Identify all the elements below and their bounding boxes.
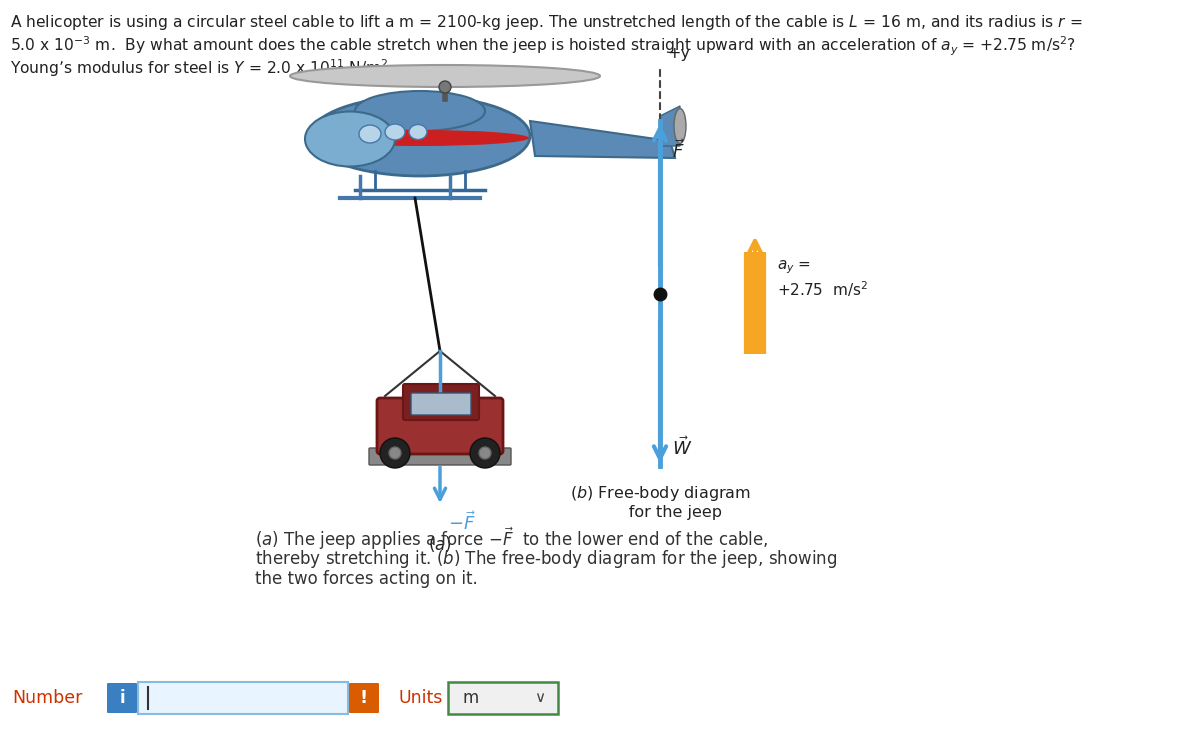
Circle shape bbox=[439, 81, 451, 93]
Text: $(b)$ Free-body diagram
      for the jeep: $(b)$ Free-body diagram for the jeep bbox=[570, 484, 750, 520]
Circle shape bbox=[389, 447, 401, 459]
FancyBboxPatch shape bbox=[349, 683, 379, 713]
Circle shape bbox=[480, 447, 491, 459]
FancyBboxPatch shape bbox=[447, 682, 558, 714]
Text: m: m bbox=[462, 689, 478, 707]
Text: $-\vec{F}$: $-\vec{F}$ bbox=[447, 511, 476, 534]
Ellipse shape bbox=[410, 125, 427, 140]
Text: Units: Units bbox=[398, 689, 443, 707]
Ellipse shape bbox=[305, 111, 395, 167]
Text: +y: +y bbox=[667, 46, 690, 61]
FancyBboxPatch shape bbox=[411, 393, 471, 415]
Text: !: ! bbox=[360, 689, 368, 707]
Ellipse shape bbox=[311, 130, 529, 146]
Text: $\vec{W}$: $\vec{W}$ bbox=[672, 436, 692, 460]
Ellipse shape bbox=[355, 91, 485, 131]
Text: $a_y$ =
+2.75  m/s$^2$: $a_y$ = +2.75 m/s$^2$ bbox=[777, 258, 868, 299]
Ellipse shape bbox=[310, 96, 531, 176]
Text: $(a)$: $(a)$ bbox=[429, 534, 452, 554]
Text: 5.0 x 10$^{-3}$ m.  By what amount does the cable stretch when the jeep is hoist: 5.0 x 10$^{-3}$ m. By what amount does t… bbox=[9, 35, 1075, 59]
Circle shape bbox=[470, 438, 500, 468]
Text: A helicopter is using a circular steel cable to lift a m = 2100-kg jeep. The uns: A helicopter is using a circular steel c… bbox=[9, 13, 1083, 32]
Ellipse shape bbox=[385, 124, 405, 140]
Ellipse shape bbox=[674, 108, 686, 143]
Text: thereby stretching it. $(b)$ The free-body diagram for the jeep, showing: thereby stretching it. $(b)$ The free-bo… bbox=[255, 548, 837, 570]
Ellipse shape bbox=[358, 125, 381, 143]
FancyBboxPatch shape bbox=[377, 398, 503, 454]
Polygon shape bbox=[660, 106, 680, 146]
Text: Number: Number bbox=[12, 689, 82, 707]
FancyBboxPatch shape bbox=[369, 448, 510, 465]
FancyBboxPatch shape bbox=[107, 683, 137, 713]
FancyBboxPatch shape bbox=[404, 384, 480, 420]
Text: ∨: ∨ bbox=[534, 690, 546, 705]
FancyBboxPatch shape bbox=[138, 682, 348, 714]
Circle shape bbox=[380, 438, 410, 468]
Text: $(a)$ The jeep applies a force $-\vec{F}$  to the lower end of the cable,: $(a)$ The jeep applies a force $-\vec{F}… bbox=[255, 526, 768, 553]
Text: $\vec{F}$: $\vec{F}$ bbox=[672, 140, 685, 162]
Text: Young’s modulus for steel is $Y$ = 2.0 x 10$^{11}$ N/m$^2$.: Young’s modulus for steel is $Y$ = 2.0 x… bbox=[9, 57, 393, 79]
Polygon shape bbox=[531, 121, 675, 158]
Ellipse shape bbox=[290, 65, 599, 87]
Text: i: i bbox=[119, 689, 125, 707]
Text: the two forces acting on it.: the two forces acting on it. bbox=[255, 570, 477, 588]
